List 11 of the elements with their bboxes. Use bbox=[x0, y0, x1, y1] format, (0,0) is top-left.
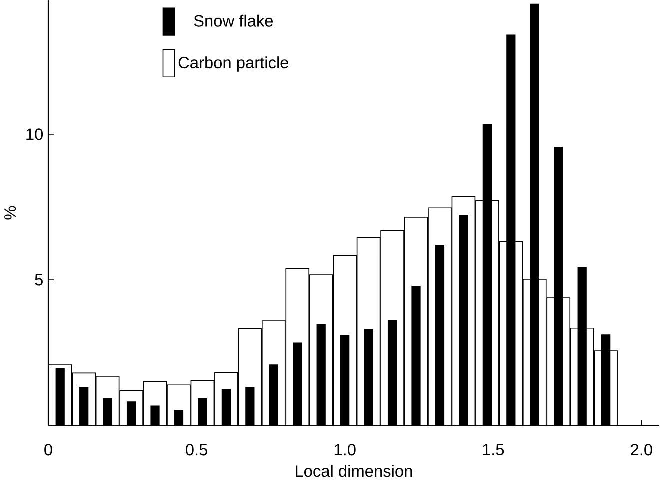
x-tick-label: 0 bbox=[44, 444, 52, 456]
x-tick-label: 1.0 bbox=[334, 444, 356, 456]
x-tick-label: 0.5 bbox=[186, 444, 208, 456]
x-tick-label: 2.0 bbox=[631, 444, 652, 456]
y-tick-label: 10 bbox=[26, 128, 44, 140]
y-axis-title: % bbox=[4, 206, 16, 220]
x-tick-label: 1.5 bbox=[483, 444, 504, 456]
x-axis-title: Local dimension bbox=[296, 465, 412, 478]
legend-label: Snow flake bbox=[194, 15, 274, 28]
y-tick-label: 5 bbox=[35, 274, 43, 286]
legend-label: Carbon particle bbox=[178, 56, 289, 72]
